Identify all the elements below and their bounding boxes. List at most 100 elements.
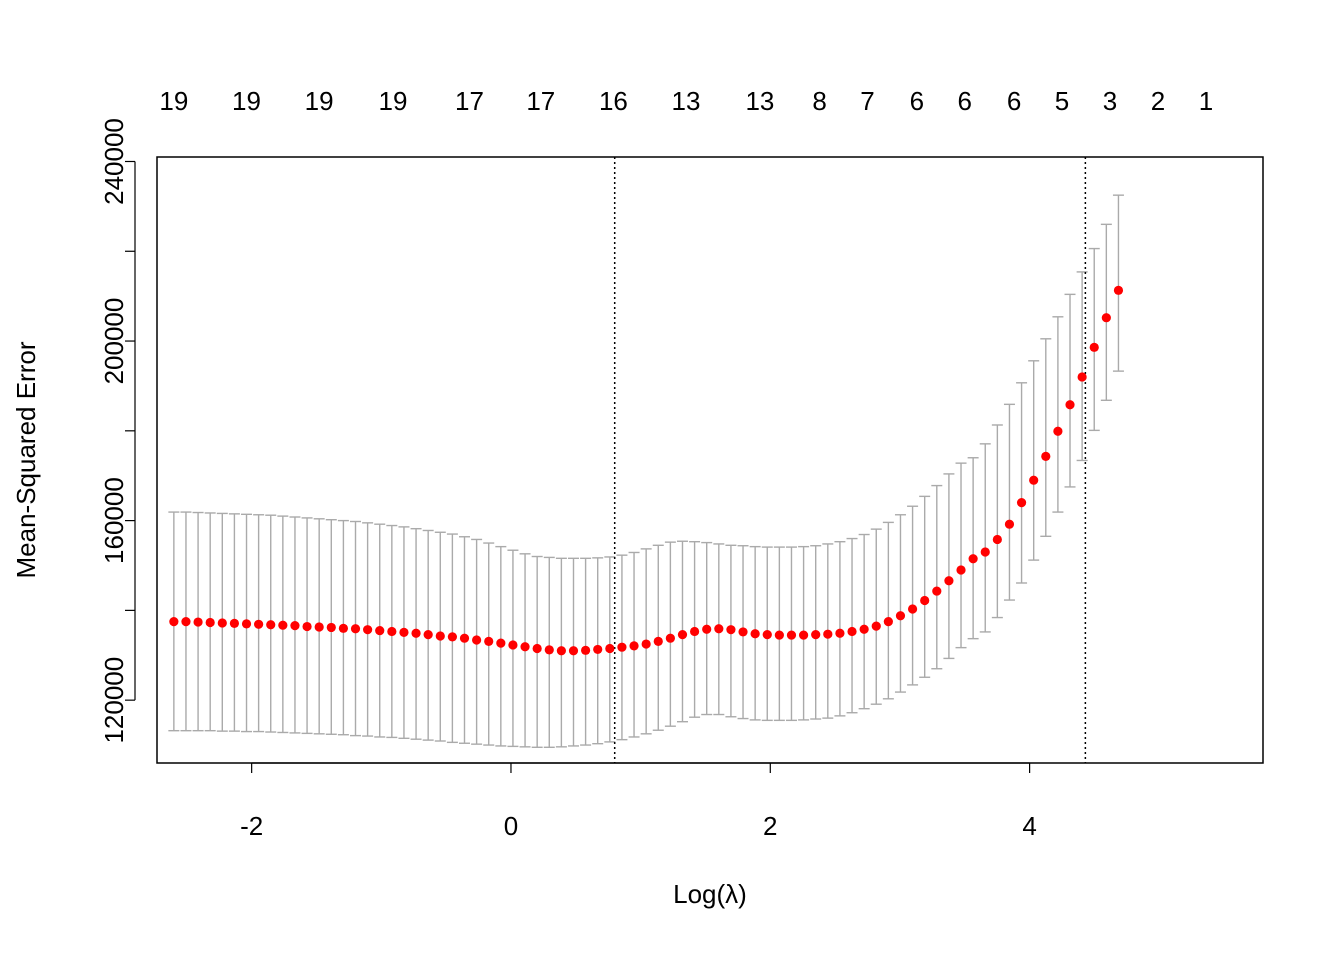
- mean-point: [423, 630, 433, 640]
- y-axis: 120000 160000 200000 240000: [99, 118, 136, 744]
- mean-point: [447, 632, 457, 642]
- y-tick-label: 200000: [99, 298, 129, 385]
- mean-point: [738, 627, 748, 637]
- mean-point: [1016, 498, 1027, 508]
- mean-point: [871, 621, 881, 631]
- mean-point: [992, 534, 1002, 545]
- mean-point: [689, 626, 700, 637]
- mean-point: [544, 645, 554, 655]
- top-count-label: 13: [745, 86, 774, 116]
- y-tick-label: 120000: [99, 657, 129, 744]
- mean-point: [774, 630, 784, 640]
- mean-point: [859, 624, 869, 634]
- mean-point: [181, 617, 191, 627]
- top-count-label: 17: [526, 86, 555, 116]
- mean-point: [1004, 519, 1015, 529]
- top-count-label: 6: [958, 86, 972, 116]
- mean-points: [169, 285, 1124, 656]
- mean-point: [568, 646, 579, 656]
- mean-point: [278, 620, 288, 630]
- top-count-label: 6: [910, 86, 924, 116]
- mean-point: [702, 624, 712, 634]
- mean-point: [1089, 342, 1099, 352]
- mean-point: [1077, 372, 1087, 382]
- mean-point: [411, 628, 421, 638]
- mean-point: [205, 617, 215, 628]
- top-count-label: 19: [379, 86, 408, 116]
- mean-point: [193, 617, 203, 627]
- top-count-label: 19: [305, 86, 334, 116]
- mean-point: [653, 636, 663, 646]
- mean-point: [762, 630, 772, 640]
- mean-point: [823, 629, 833, 639]
- x-tick-label: 4: [1022, 811, 1036, 841]
- mean-point: [314, 622, 324, 632]
- top-count-label: 5: [1055, 86, 1069, 116]
- mean-point: [593, 644, 603, 655]
- top-count-label: 6: [1007, 86, 1021, 116]
- mean-point: [169, 617, 179, 627]
- y-tick-label: 240000: [99, 118, 129, 205]
- x-axis: -2 0 2 4: [240, 762, 1037, 841]
- mean-point: [266, 620, 276, 630]
- mean-point: [883, 617, 893, 627]
- top-count-label: 7: [860, 86, 874, 116]
- mean-point: [811, 630, 821, 640]
- mean-point: [714, 624, 724, 634]
- mean-point: [556, 646, 566, 656]
- mean-point: [944, 576, 954, 586]
- y-axis-title: Mean-Squared Error: [11, 341, 41, 578]
- mean-point: [520, 642, 530, 652]
- mean-point: [387, 626, 397, 637]
- top-count-label: 16: [599, 86, 628, 116]
- mean-point: [375, 625, 385, 636]
- mean-point: [907, 604, 918, 614]
- mean-point: [241, 619, 252, 629]
- mean-point: [1053, 426, 1063, 436]
- mean-point: [1065, 400, 1075, 410]
- x-tick-label: 0: [504, 811, 518, 841]
- mean-point: [677, 630, 688, 640]
- top-count-label: 17: [455, 86, 484, 116]
- mean-point: [290, 621, 300, 631]
- mean-point: [484, 636, 494, 646]
- mean-point: [459, 633, 470, 643]
- mean-point: [496, 638, 506, 648]
- mean-point: [435, 631, 445, 641]
- mean-point: [254, 619, 264, 629]
- mean-point: [1113, 285, 1124, 295]
- mean-point: [617, 642, 627, 652]
- mean-point: [629, 641, 639, 651]
- mean-point: [956, 565, 966, 575]
- mean-point: [1029, 475, 1039, 485]
- top-count-label: 13: [672, 86, 701, 116]
- mean-point: [847, 626, 857, 637]
- top-count-label: 19: [159, 86, 188, 116]
- top-count-label: 1: [1199, 86, 1213, 116]
- mean-point: [641, 639, 651, 649]
- mean-point: [1101, 313, 1111, 323]
- mean-point: [326, 622, 336, 633]
- mean-point: [302, 621, 312, 632]
- reference-lines: [613, 157, 1087, 763]
- mean-point: [472, 635, 482, 645]
- top-axis-nonzero-counts: 19 19 19 19 17 17 16 13 13 8 7 6 6 6 5 3 2 1: [159, 86, 1213, 116]
- mean-point: [726, 625, 736, 635]
- mean-point: [217, 618, 227, 628]
- mean-point: [665, 633, 675, 643]
- mean-point: [508, 640, 518, 650]
- mean-point: [932, 586, 942, 596]
- mean-point: [399, 627, 409, 637]
- mean-point: [363, 625, 373, 635]
- mean-point: [798, 630, 809, 640]
- mean-point: [895, 611, 906, 621]
- mean-point: [968, 554, 978, 564]
- y-tick-label: 160000: [99, 477, 129, 564]
- mean-point: [605, 643, 615, 654]
- top-count-label: 8: [812, 86, 826, 116]
- mean-point: [581, 645, 591, 655]
- mean-point: [532, 643, 542, 654]
- x-tick-label: -2: [240, 811, 263, 841]
